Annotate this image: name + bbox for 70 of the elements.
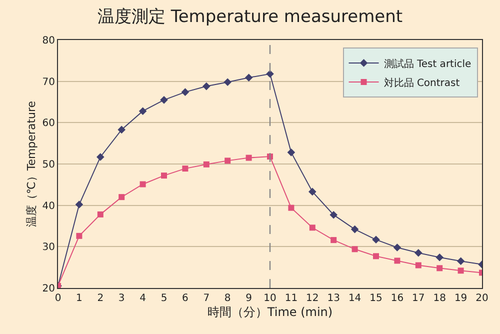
x-tick-label: 18 xyxy=(433,293,446,304)
x-tick-label: 15 xyxy=(370,293,382,304)
point xyxy=(414,248,422,257)
point xyxy=(309,224,316,231)
point xyxy=(456,257,465,266)
x-tick-label: 11 xyxy=(284,293,298,304)
point xyxy=(436,254,444,262)
y-tick-label: 60 xyxy=(42,118,55,130)
legend-label: 測試品 Test article xyxy=(384,58,472,70)
point xyxy=(75,200,84,208)
point xyxy=(244,74,253,82)
x-tick-label: 12 xyxy=(306,293,319,304)
point xyxy=(203,161,210,168)
x-tick-label: 2 xyxy=(97,293,104,304)
x-axis-title: 時間（分）Time (min) xyxy=(207,304,333,319)
x-tick-label: 14 xyxy=(348,293,362,304)
point xyxy=(436,265,443,272)
y-tick-label: 70 xyxy=(42,76,55,88)
chart-title: 温度測定 Temperature measurement xyxy=(97,6,403,27)
point xyxy=(287,148,296,156)
x-tick-label: 17 xyxy=(412,293,425,304)
x-tick-label: 6 xyxy=(182,293,188,304)
y-axis-title: 温度（℃）Temperature xyxy=(24,100,38,228)
point xyxy=(288,204,294,211)
y-tick-label: 20 xyxy=(42,284,55,294)
x-tick-label: 13 xyxy=(327,293,340,304)
point xyxy=(393,244,402,252)
point xyxy=(182,166,188,172)
x-tick-label: 16 xyxy=(390,293,404,304)
point xyxy=(118,194,125,200)
x-tick-label: 3 xyxy=(118,293,125,304)
y-tick-label: 50 xyxy=(42,160,55,170)
y-tick-label: 30 xyxy=(42,242,55,254)
point xyxy=(372,236,380,244)
y-tick-label: 80 xyxy=(42,36,55,46)
point xyxy=(352,246,358,252)
point xyxy=(181,88,190,96)
point xyxy=(140,181,146,188)
point xyxy=(308,188,316,196)
y-tick-label: 40 xyxy=(42,200,55,212)
point xyxy=(224,158,231,164)
point xyxy=(224,78,232,86)
x-tick-label: 4 xyxy=(140,293,146,304)
point xyxy=(138,107,147,115)
x-tick-label: 5 xyxy=(160,293,168,304)
point xyxy=(458,268,464,274)
point xyxy=(373,253,379,260)
point xyxy=(246,154,252,161)
point xyxy=(118,126,126,134)
point xyxy=(330,237,337,244)
x-tick-label: 1 xyxy=(76,293,82,304)
point xyxy=(394,258,400,264)
x-tick-label: 8 xyxy=(224,293,231,304)
point xyxy=(76,232,82,239)
point xyxy=(160,96,168,104)
point xyxy=(350,225,359,234)
legend-label: 対比品 Contrast xyxy=(384,76,460,89)
point xyxy=(415,262,422,268)
point xyxy=(161,172,167,179)
x-tick-label: 20 xyxy=(476,293,488,304)
point xyxy=(266,70,274,78)
point xyxy=(97,211,104,218)
x-tick-label: 10 xyxy=(264,293,276,304)
x-tick-label: 0 xyxy=(54,293,62,304)
x-tick-label: 19 xyxy=(454,293,468,304)
x-tick-label: 7 xyxy=(203,293,210,304)
point xyxy=(96,153,104,161)
x-tick-label: 9 xyxy=(246,293,252,304)
point xyxy=(202,82,210,90)
point xyxy=(330,210,338,219)
